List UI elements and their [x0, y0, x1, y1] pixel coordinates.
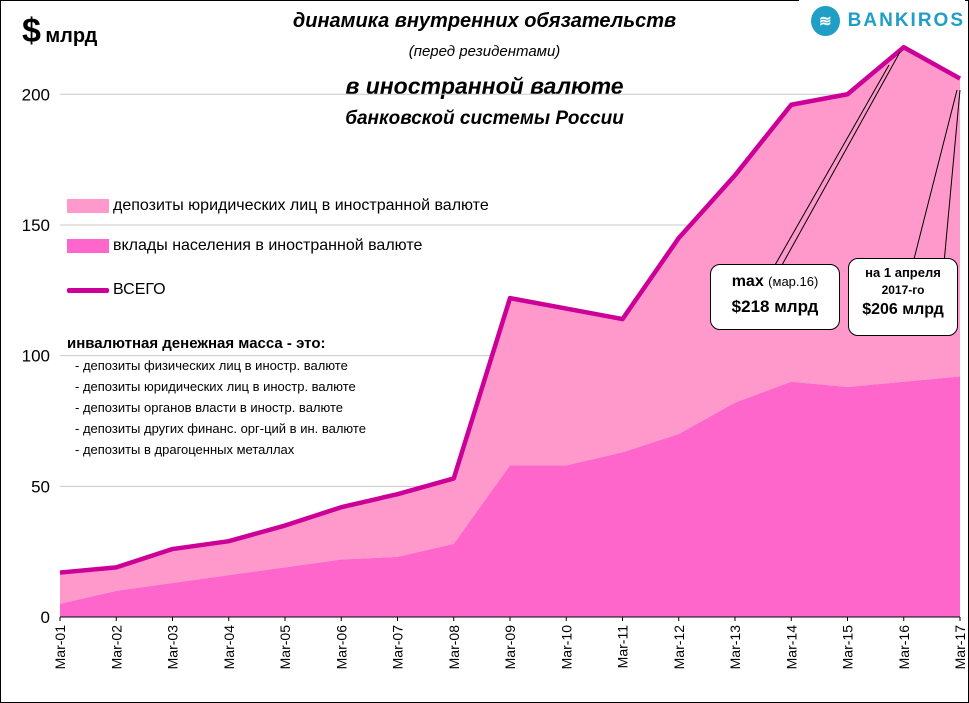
legend-label-total: ВСЕГО — [113, 281, 166, 298]
note-item: - депозиты юридических лиц в иностр. вал… — [75, 379, 356, 394]
callout-last: на 1 апреля 2017-го $206 млрд — [848, 258, 958, 336]
pointer-last-2 — [943, 89, 961, 264]
note-item: - депозиты в драгоценных металлах — [75, 442, 295, 457]
title-line-4: банковской системы России — [345, 108, 624, 129]
x-tick-label: Mar-06 — [333, 625, 349, 670]
x-tick-labels: Mar-01 Mar-02 Mar-03 Mar-04 Mar-05 Mar-06 Mar-… — [52, 617, 968, 669]
y-unit-label: $ млрд — [22, 12, 97, 51]
pointer-max-2 — [781, 51, 901, 266]
callout-last-line1: на 1 апреля — [865, 265, 941, 280]
x-tick-label: Mar-12 — [671, 625, 687, 670]
x-tick-label: Mar-17 — [952, 625, 968, 670]
callout-max-value: $218 млрд — [731, 297, 819, 316]
x-tick-label: Mar-08 — [446, 625, 462, 670]
bankiros-logo[interactable]: ≋ BANKIROS — [799, 0, 965, 42]
callout-pointers — [774, 51, 961, 266]
legend-swatch-total — [67, 287, 109, 293]
legend-label-household: вклады населения в иностранной валюте — [113, 237, 423, 254]
note-item: - депозиты физических лиц в иностр. валю… — [75, 358, 348, 373]
x-tick-label: Mar-03 — [165, 625, 181, 670]
dollar-sign: $ — [22, 12, 41, 50]
y-tick-label: 100 — [22, 347, 50, 366]
x-tick-label: Mar-07 — [390, 625, 406, 670]
pointer-max-1 — [774, 64, 890, 266]
legend-household: вклады населения в иностранной валюте — [67, 237, 422, 255]
x-tick-label: Mar-02 — [108, 625, 124, 670]
area-corporate-deposits — [60, 47, 960, 604]
x-tick-label: Mar-13 — [727, 625, 743, 670]
pointer-last-1 — [912, 89, 958, 264]
note-item: - депозиты других финанс. орг-ций в ин. … — [75, 421, 366, 436]
title-line-2: (перед резидентами) — [408, 43, 561, 60]
x-tick-label: Mar-04 — [221, 625, 237, 670]
logo-icon: ≋ — [811, 6, 840, 36]
x-tick-label: Mar-15 — [840, 625, 856, 670]
callout-max: max (мар.16) $218 млрд — [710, 264, 840, 330]
line-total — [59, 44, 962, 575]
x-tick-label: Mar-01 — [52, 625, 68, 670]
callout-max-label: max — [731, 273, 764, 290]
note-header: инвалютная денежная масса - это: — [67, 335, 326, 352]
y-tick-label: 200 — [22, 85, 50, 104]
area-household-deposits — [60, 376, 960, 617]
x-tick-label: Mar-16 — [896, 625, 912, 670]
note-item: - депозиты органов власти в иностр. валю… — [75, 400, 344, 415]
x-tick-label: Mar-09 — [502, 625, 518, 670]
legend-swatch-corporate — [67, 199, 109, 213]
callout-last-line2: 2017-го — [881, 283, 925, 297]
y-tick-label: 0 — [41, 608, 50, 627]
callout-last-value: $206 млрд — [862, 301, 944, 318]
legend-swatch-household — [67, 239, 109, 253]
y-tick-label: 50 — [31, 477, 50, 496]
legend-corporate: депозиты юридических лиц в иностранной в… — [67, 197, 489, 215]
x-tick-label: Mar-14 — [783, 625, 799, 670]
legend-total: ВСЕГО — [67, 281, 166, 299]
legend-label-corporate: депозиты юридических лиц в иностранной в… — [113, 197, 489, 214]
x-tick-label: Mar-10 — [558, 625, 574, 670]
title-line-1: динамика внутренних обязательств — [292, 10, 677, 32]
x-tick-label: Mar-11 — [615, 625, 631, 669]
unit-text: млрд — [45, 25, 98, 47]
callout-max-date: (мар.16) — [768, 274, 819, 289]
y-tick-label: 150 — [22, 216, 50, 235]
logo-text: BANKIROS — [847, 10, 965, 31]
x-tick-label: Mar-05 — [277, 625, 293, 670]
y-tick-labels: 0 50 100 150 200 — [22, 85, 50, 627]
